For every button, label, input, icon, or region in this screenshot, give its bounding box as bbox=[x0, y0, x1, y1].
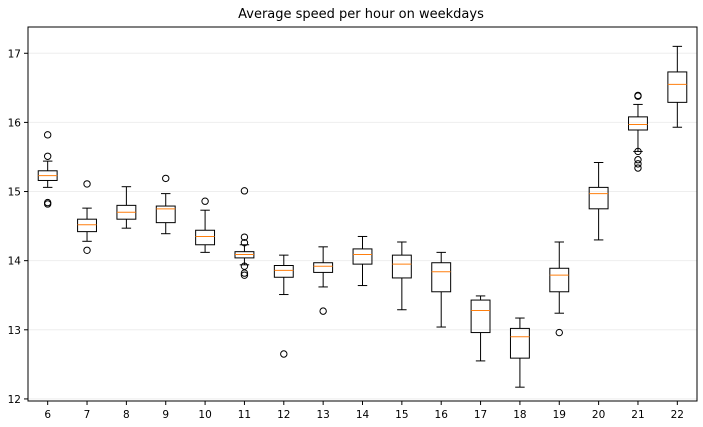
outlier-point bbox=[634, 164, 642, 172]
box-plot-8 bbox=[116, 186, 137, 229]
x-tick-label: 22 bbox=[671, 409, 684, 421]
outlier-point bbox=[240, 262, 249, 270]
y-tick-label: 16 bbox=[8, 117, 22, 129]
boxes-layer bbox=[37, 45, 688, 388]
iqr-box bbox=[509, 327, 530, 359]
outlier-point bbox=[634, 156, 642, 164]
chart-title: Average speed per hour on weekdays bbox=[238, 7, 484, 22]
iqr-box bbox=[431, 262, 452, 293]
outlier-point bbox=[201, 197, 209, 205]
box-plot-20 bbox=[588, 161, 609, 241]
x-tick-label: 16 bbox=[435, 409, 449, 421]
x-tick-label: 12 bbox=[277, 409, 290, 421]
x-tick-label: 13 bbox=[316, 409, 329, 421]
box-plot-15 bbox=[391, 241, 412, 311]
y-tick-label: 15 bbox=[8, 187, 21, 199]
y-axis: 12 13 14 15 16 17 bbox=[8, 48, 28, 406]
outlier-point bbox=[43, 131, 52, 139]
box-plot-17 bbox=[470, 295, 491, 362]
iqr-box bbox=[391, 254, 412, 279]
box-plot-9 bbox=[155, 174, 176, 235]
outlier-point bbox=[162, 174, 170, 183]
box-plot-14 bbox=[352, 235, 373, 287]
box-plot-11 bbox=[234, 187, 255, 279]
iqr-box bbox=[77, 218, 97, 233]
y-tick-label: 12 bbox=[8, 394, 21, 406]
outlier-point bbox=[83, 246, 91, 254]
outlier-point bbox=[43, 200, 52, 208]
x-tick-label: 9 bbox=[162, 409, 169, 421]
iqr-box bbox=[667, 71, 688, 103]
outlier-point bbox=[83, 180, 91, 188]
outlier-point bbox=[634, 147, 642, 156]
x-tick-label: 6 bbox=[44, 409, 51, 421]
iqr-box bbox=[352, 248, 373, 265]
x-tick-label: 19 bbox=[553, 409, 566, 421]
outlier-point bbox=[240, 271, 249, 279]
iqr-box bbox=[313, 262, 334, 273]
outlier-point bbox=[280, 350, 288, 358]
box-plot-7 bbox=[77, 180, 97, 254]
iqr-box bbox=[155, 205, 176, 224]
x-tick-label: 21 bbox=[631, 409, 644, 421]
x-tick-label: 14 bbox=[356, 409, 370, 421]
iqr-box bbox=[549, 267, 570, 293]
box-plot-12 bbox=[273, 254, 294, 358]
outlier-point bbox=[319, 307, 327, 315]
iqr-box bbox=[628, 116, 648, 131]
x-tick-label: 7 bbox=[84, 409, 91, 421]
box-plot-10 bbox=[195, 197, 216, 253]
y-tick-label: 14 bbox=[8, 256, 22, 268]
box-plot-13 bbox=[313, 246, 334, 315]
iqr-box bbox=[195, 229, 216, 246]
x-axis: 6 7 8 9 10 11 12 13 14 15 16 17 18 19 20 21 22 bbox=[44, 401, 684, 421]
iqr-box bbox=[470, 299, 491, 334]
box-plot-6 bbox=[37, 131, 58, 208]
x-tick-label: 18 bbox=[513, 409, 526, 421]
outlier-point bbox=[634, 92, 642, 100]
plot-frame bbox=[27, 26, 698, 402]
x-tick-label: 10 bbox=[198, 409, 211, 421]
x-tick-label: 17 bbox=[474, 409, 487, 421]
outlier-point bbox=[634, 160, 642, 168]
iqr-box bbox=[273, 265, 294, 278]
box-plot-19 bbox=[549, 241, 570, 337]
box-plot-18 bbox=[509, 317, 530, 388]
x-tick-label: 20 bbox=[592, 409, 605, 421]
outlier-point bbox=[240, 187, 249, 195]
y-tick-label: 13 bbox=[8, 325, 21, 337]
box-plot-22 bbox=[667, 45, 688, 128]
outlier-point bbox=[43, 152, 52, 160]
outlier-point bbox=[240, 238, 249, 247]
outlier-point bbox=[555, 328, 563, 337]
x-tick-label: 8 bbox=[123, 409, 130, 421]
x-tick-label: 11 bbox=[238, 409, 251, 421]
outlier-point bbox=[240, 269, 249, 277]
grid-lines bbox=[28, 52, 697, 400]
y-tick-label: 17 bbox=[8, 48, 21, 60]
box-plot-21 bbox=[628, 91, 648, 172]
outlier-point bbox=[240, 233, 249, 241]
box-plot-16 bbox=[431, 251, 452, 328]
x-tick-label: 15 bbox=[395, 409, 408, 421]
iqr-box bbox=[588, 186, 609, 210]
